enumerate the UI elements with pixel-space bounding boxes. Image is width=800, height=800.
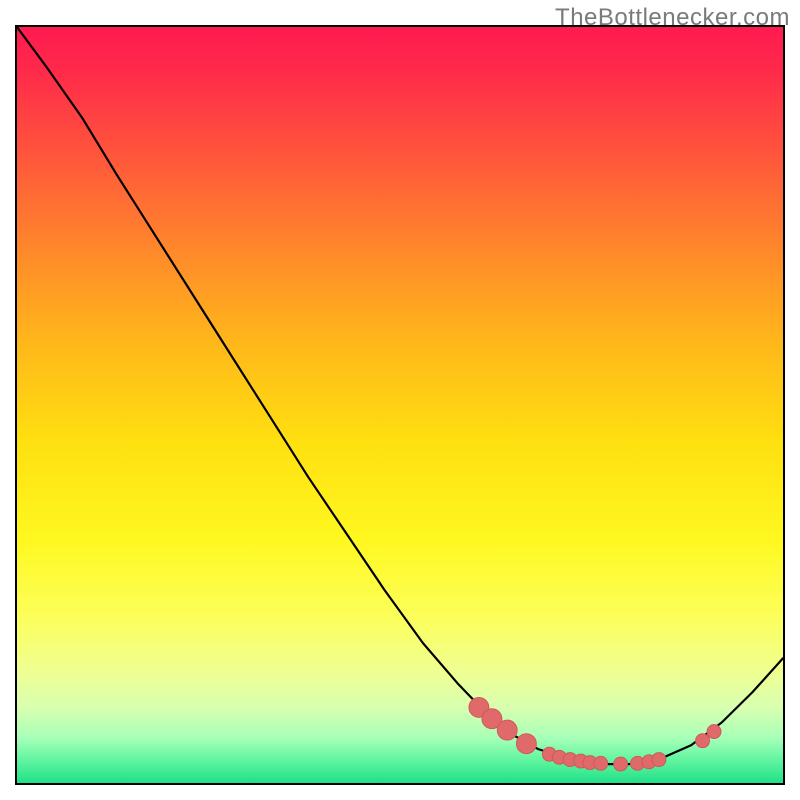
data-marker (594, 756, 608, 770)
data-marker (696, 734, 710, 748)
data-marker (652, 753, 666, 767)
bottleneck-chart: TheBottlenecker.com (0, 0, 800, 800)
data-marker (707, 725, 721, 739)
data-marker (614, 757, 628, 771)
bottleneck-curve (17, 27, 783, 783)
data-marker (516, 734, 536, 754)
plot-area (15, 25, 785, 785)
watermark-text: TheBottlenecker.com (555, 4, 790, 32)
data-marker (497, 720, 517, 740)
